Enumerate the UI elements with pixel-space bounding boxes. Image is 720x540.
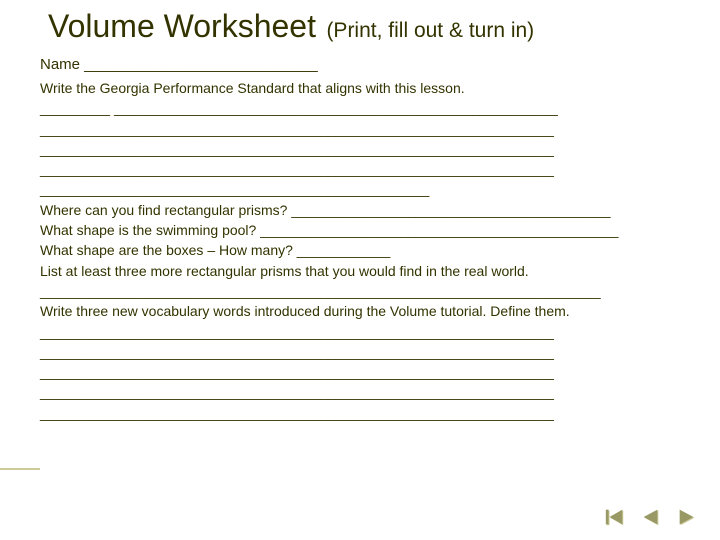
- decorative-rule: [0, 468, 40, 470]
- question-prisms: Where can you find rectangular prisms? _…: [40, 200, 698, 220]
- worksheet-body: Write the Georgia Performance Standard t…: [40, 78, 698, 423]
- blank-line: ________________________________________…: [40, 322, 698, 342]
- question-boxes: What shape are the boxes – How many? ___…: [40, 240, 698, 260]
- page-subtitle: (Print, fill out & turn in): [326, 19, 534, 42]
- page-title: Volume Worksheet: [48, 8, 316, 44]
- blank-line: _________ ______________________________…: [40, 98, 698, 118]
- blank-line: ________________________________________…: [40, 179, 698, 199]
- prompt-standard: Write the Georgia Performance Standard t…: [40, 78, 698, 98]
- prompt-vocab: Write three new vocabulary words introdu…: [40, 301, 698, 321]
- next-slide-icon[interactable]: [676, 506, 698, 528]
- name-field-label: Name ____________________________: [40, 56, 318, 73]
- blank-line: ________________________________________…: [40, 382, 698, 402]
- prompt-list-prisms: List at least three more rectangular pri…: [40, 261, 698, 281]
- blank-line: ________________________________________…: [40, 362, 698, 382]
- blank-line: ________________________________________…: [40, 281, 698, 301]
- blank-line: ________________________________________…: [40, 342, 698, 362]
- blank-line: ________________________________________…: [40, 403, 698, 423]
- question-pool: What shape is the swimming pool? _______…: [40, 220, 698, 240]
- blank-line: ________________________________________…: [40, 139, 698, 159]
- prev-slide-icon[interactable]: [640, 506, 662, 528]
- first-slide-icon[interactable]: [604, 506, 626, 528]
- slide-nav: [604, 506, 698, 528]
- blank-line: ________________________________________…: [40, 119, 698, 139]
- blank-line: ________________________________________…: [40, 159, 698, 179]
